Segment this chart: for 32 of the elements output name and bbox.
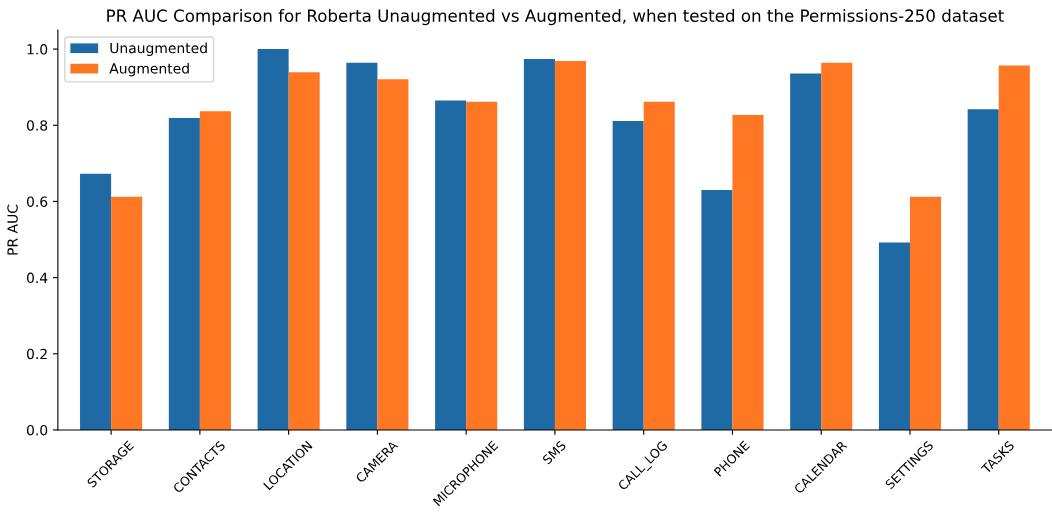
bar [523,58,555,430]
bar [701,190,733,430]
y-tick-label: 0.2 [26,348,47,360]
y-tick-label: 1.0 [27,44,48,55]
legend-label: Augmented [109,62,189,77]
bar [909,196,942,430]
legend-label: Unaugmented [110,42,207,56]
bar [80,173,112,430]
bar [643,101,675,430]
bar [288,72,320,430]
bar [732,114,764,430]
y-tick-label: 0.6 [26,196,48,207]
bar [168,118,200,430]
y-tick-label: 0.4 [26,272,48,284]
bar [111,196,143,430]
y-tick-label: 0.0 [26,424,48,436]
bar [466,101,498,430]
bar [612,121,644,430]
bar [878,242,910,430]
bar [199,111,231,430]
bar [967,109,999,430]
bar [377,79,409,430]
bar [821,62,853,430]
bar [998,65,1030,430]
bar [554,60,586,430]
bar [435,100,467,430]
chart-title: PR AUC Comparison for Roberta Unaugmented vs Augmented, when tested on the Permissions-250 dataset [107,9,1004,26]
y-axis-title: PR AUC [7,204,18,255]
bar [790,73,822,430]
bar [346,62,378,430]
bar [257,49,289,430]
y-tick-label: 0.8 [26,120,48,131]
